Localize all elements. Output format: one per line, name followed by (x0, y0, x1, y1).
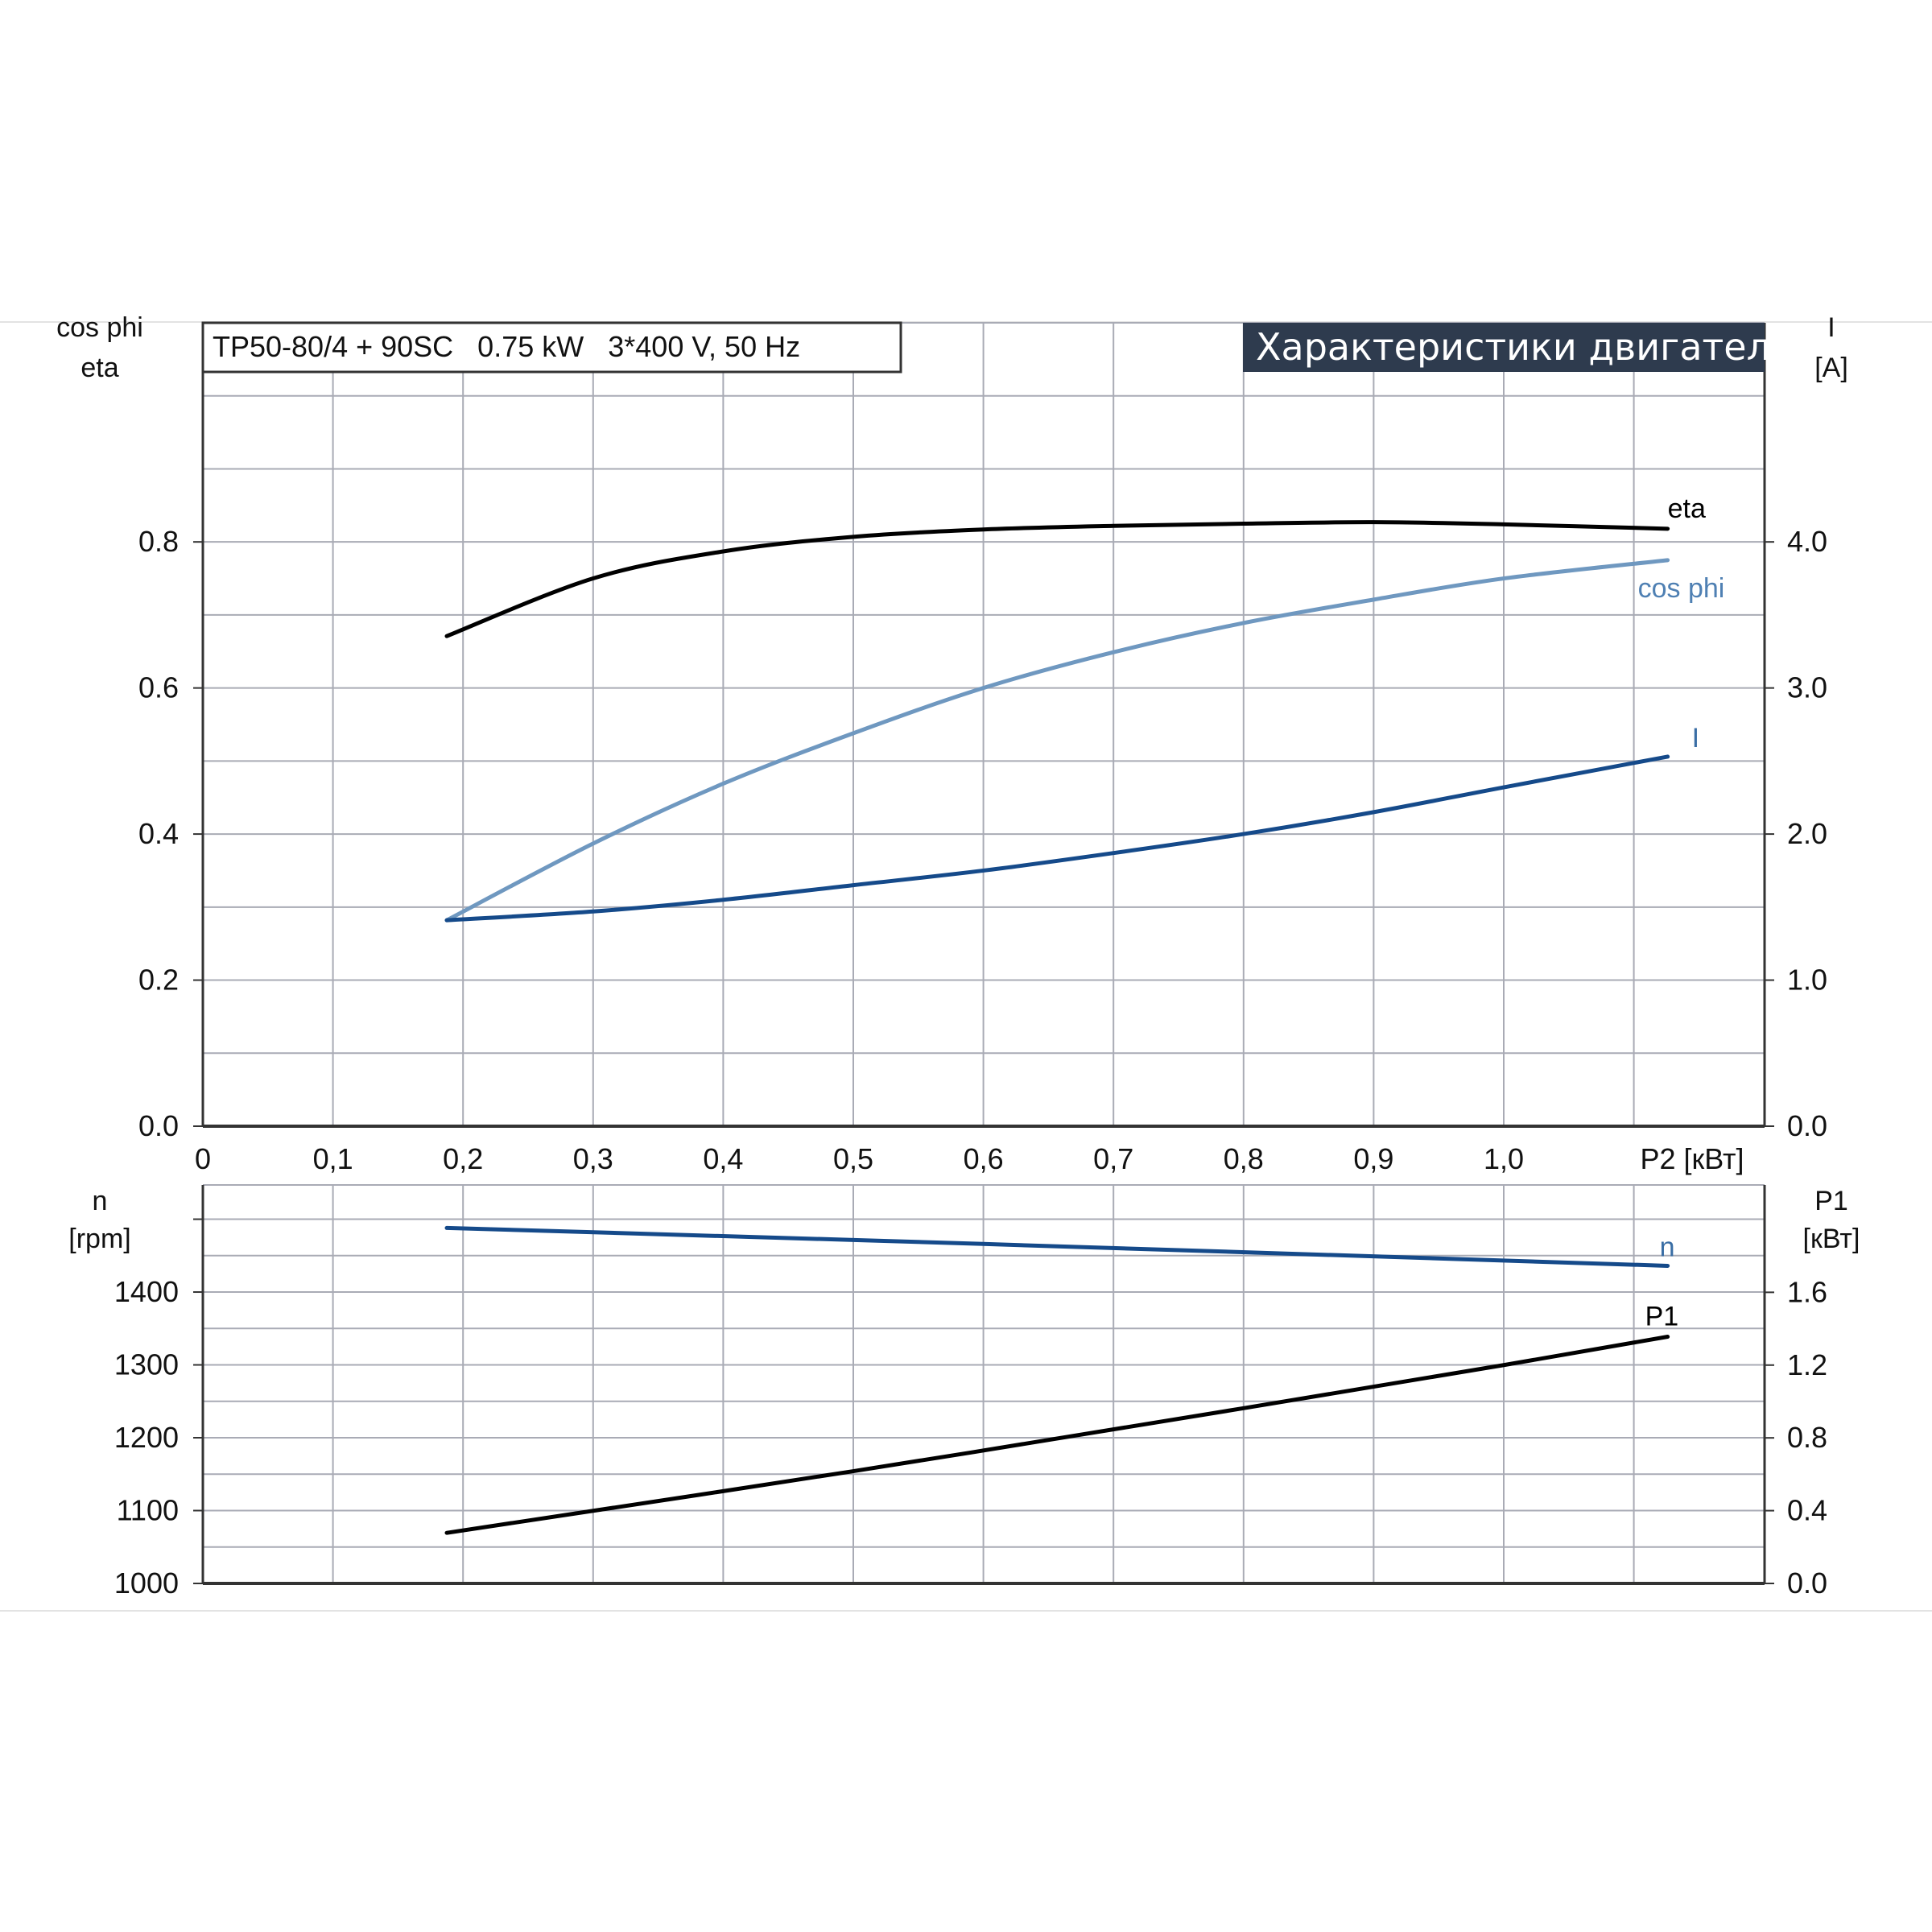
chart-title-box (1243, 323, 1765, 372)
series-label: cos phi (1638, 573, 1725, 604)
right-tick-label: 1.2 (1787, 1348, 1827, 1381)
left-axis-title-2: [rpm] (68, 1224, 130, 1254)
chart-title: Характеристики двигателя (1256, 325, 1793, 369)
left-tick-label: 0.8 (138, 525, 179, 558)
right-tick-label: 0.0 (1787, 1567, 1827, 1600)
left-axis-title-1: cos phi (56, 312, 143, 343)
x-tick-label: 0,1 (313, 1142, 353, 1175)
series-line-p1 (444, 1335, 1670, 1535)
right-tick-label: 0.8 (1787, 1421, 1827, 1454)
x-tick-label: 0,9 (1353, 1142, 1393, 1175)
x-tick-label: 0,7 (1093, 1142, 1133, 1175)
x-tick-label: 0,5 (833, 1142, 873, 1175)
series-label: n (1660, 1232, 1675, 1262)
right-axis-title-1: I (1827, 312, 1835, 343)
x-tick-label: 0 (195, 1142, 211, 1175)
panel-1: 1000 1100 1200 1300 1400 0.0 0.4 0.8 1.2 1.6 n [rpm… (68, 1184, 1860, 1600)
model-info-text: TP50-80/4 + 90SC 0.75 kW 3*400 V, 50 Hz (213, 330, 800, 363)
right-axis-title-2: [кВт] (1803, 1224, 1860, 1254)
left-tick-label: 0.0 (138, 1109, 179, 1142)
left-tick-label: 1400 (114, 1275, 179, 1308)
series-line-n (444, 1225, 1670, 1268)
left-tick-label: 1100 (117, 1494, 179, 1527)
right-tick-label: 2.0 (1787, 817, 1827, 850)
right-axis-title-2: [A] (1814, 353, 1848, 383)
right-tick-label: 4.0 (1787, 525, 1827, 558)
right-tick-label: 1.0 (1787, 964, 1827, 997)
x-tick-label: 0,6 (964, 1142, 1004, 1175)
right-axis-title-1: P1 (1814, 1186, 1848, 1216)
x-tick-label: 1,0 (1484, 1142, 1524, 1175)
x-tick-label: 0,3 (573, 1142, 613, 1175)
left-tick-label: 0.4 (138, 817, 179, 850)
x-tick-label: 0,4 (703, 1142, 743, 1175)
series-line-eta (444, 520, 1670, 638)
panel-0: 0.0 0.2 0.4 0.6 0.8 0.0 1.0 2.0 3.0 4.0 cos phi eta… (56, 312, 1848, 1142)
left-axis-title-1: n (93, 1186, 108, 1216)
series-label: P1 (1645, 1302, 1679, 1332)
right-tick-label: 3.0 (1787, 671, 1827, 704)
x-tick-label: 0,8 (1224, 1142, 1264, 1175)
series-label: eta (1668, 493, 1706, 524)
right-tick-label: 0.0 (1787, 1109, 1827, 1142)
x-tick-label: 0,2 (443, 1142, 483, 1175)
right-tick-label: 0.4 (1787, 1494, 1827, 1527)
left-axis-title-2: eta (80, 353, 118, 383)
series-label: I (1692, 723, 1699, 753)
left-tick-label: 1300 (114, 1348, 179, 1381)
left-tick-label: 1000 (114, 1567, 179, 1600)
model-info-box (201, 321, 902, 374)
series-line-i (444, 754, 1670, 923)
right-tick-label: 1.6 (1787, 1275, 1827, 1308)
left-tick-label: 0.6 (138, 671, 179, 704)
left-tick-label: 1200 (114, 1421, 179, 1454)
left-tick-label: 0.2 (138, 964, 179, 997)
series-line-cos-phi (444, 558, 1670, 923)
x-axis-title: P2 [кВт] (1640, 1142, 1744, 1175)
